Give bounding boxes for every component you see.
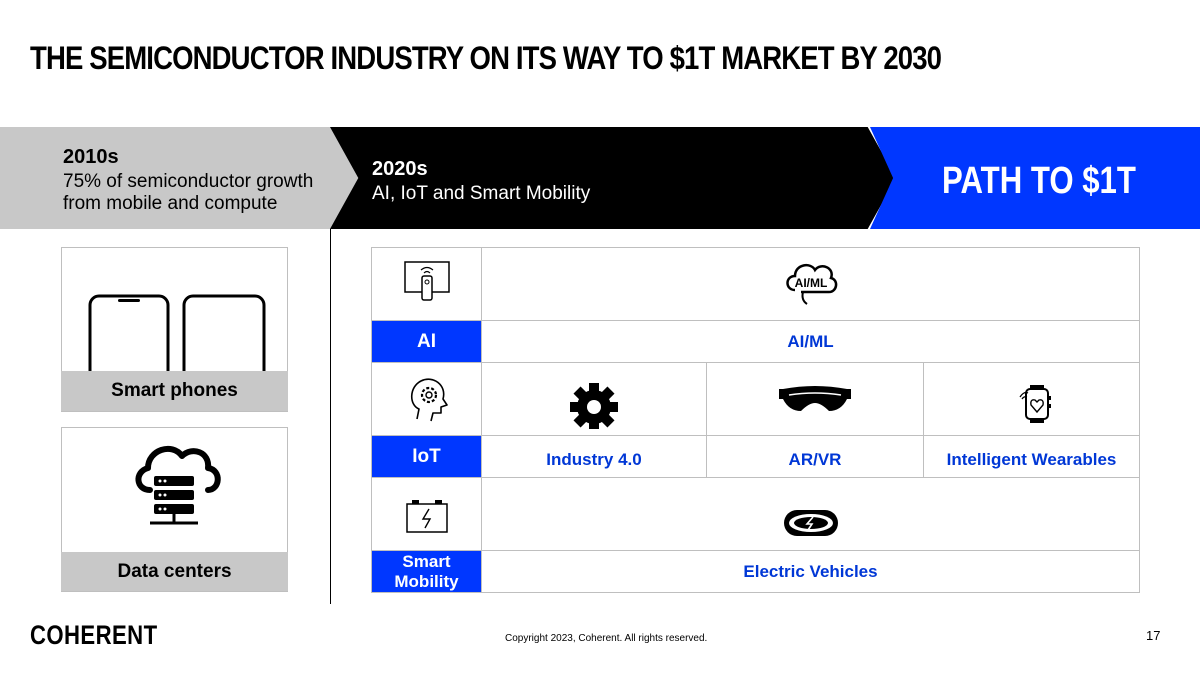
- app-cell-aiml: AI/ML: [481, 320, 1140, 363]
- cloud-server-icon: [135, 445, 221, 525]
- iot-icon-cell: [371, 362, 482, 436]
- battery-icon: [405, 500, 448, 533]
- app-label-arvr: AR/VR: [788, 450, 842, 469]
- era-2010-band: [0, 127, 360, 229]
- datacenters-label: Data centers: [61, 552, 288, 591]
- vr-headset-icon: [779, 386, 851, 411]
- app-cell-wearables: Intelligent Wearables: [923, 435, 1140, 478]
- era-2010-text: 75% of semiconductor growth from mobile …: [63, 171, 314, 214]
- page-title: THE SEMICONDUCTOR INDUSTRY ON ITS WAY TO…: [30, 40, 942, 76]
- smartwatch-icon: [1018, 385, 1051, 423]
- era-2020-text: AI, IoT and Smart Mobility: [372, 183, 591, 204]
- remote-icon: [403, 261, 450, 301]
- electric-car-icon: [783, 510, 838, 536]
- mobility-icon-cell: [371, 477, 482, 551]
- row-label-ai: AI: [371, 320, 482, 363]
- era-divider: [330, 229, 331, 604]
- era-2020-heading: 2020s: [372, 158, 428, 180]
- app-cell-industry: Industry 4.0: [481, 435, 707, 478]
- row-label-mobility: Smart Mobility: [371, 550, 482, 593]
- aiml-icon-text: AI/ML: [794, 276, 827, 290]
- smartphones-label: Smart phones: [61, 371, 288, 411]
- era-2020-band: [330, 127, 896, 229]
- path-band: [870, 127, 1200, 229]
- page-number: 17: [1146, 628, 1161, 643]
- gear-icon: [570, 383, 618, 429]
- coherent-logo: COHERENT: [30, 620, 158, 650]
- cloud-brain-icon: AI/ML: [785, 263, 837, 305]
- app-label-ev: Electric Vehicles: [743, 561, 878, 581]
- industry-icon-cell: [481, 362, 707, 436]
- smartphone-icon: [88, 294, 266, 393]
- era-2010-heading: 2010s: [63, 146, 119, 168]
- brain-gear-icon: [410, 378, 448, 422]
- app-cell-arvr: AR/VR: [706, 435, 924, 478]
- wearables-icon-cell: [923, 362, 1140, 436]
- arvr-icon-cell: [706, 362, 924, 436]
- ev-icon-cell: [481, 477, 1140, 551]
- aiml-icon-cell: AI/ML: [481, 247, 1140, 321]
- app-cell-ev: Electric Vehicles: [481, 550, 1140, 593]
- app-label-wearables: Intelligent Wearables: [946, 449, 1117, 469]
- ai-icon-cell: [371, 247, 482, 321]
- row-label-iot: IoT: [371, 435, 482, 478]
- app-label-aiml: AI/ML: [787, 331, 834, 351]
- path-label: PATH TO $1T: [942, 160, 1136, 202]
- app-label-industry: Industry 4.0: [546, 450, 642, 469]
- copyright-text: Copyright 2023, Coherent. All rights res…: [505, 633, 708, 644]
